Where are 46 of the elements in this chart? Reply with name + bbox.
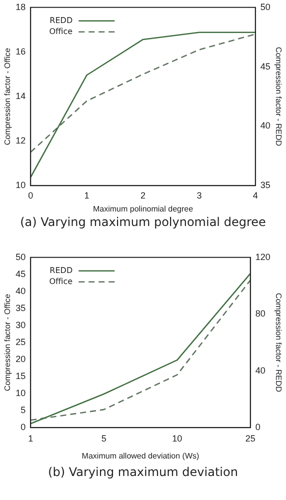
y2-tick-label: 50: [260, 2, 270, 12]
y-tick-label: 15: [16, 371, 26, 382]
x-tick-label: 5: [101, 433, 106, 444]
y-tick-label: 5: [20, 405, 26, 416]
x-tick-label: 0: [28, 190, 34, 200]
y-tick-label: 40: [16, 286, 26, 296]
y-tick-label: 45: [16, 268, 26, 279]
legend-label: REDD: [50, 16, 73, 25]
y2-tick-label: 35: [260, 180, 270, 190]
line-series: [30, 33, 256, 153]
y-tick-label: 0: [20, 422, 26, 432]
x-axis-title: Maximum polinomial degree: [92, 204, 194, 214]
x-tick-label: 1: [84, 190, 90, 200]
x-tick-label: 3: [196, 190, 202, 200]
legend-label: Office: [49, 26, 73, 36]
y-axis-title: Compression factor - Office: [3, 47, 12, 146]
y2-tick-label: 40: [255, 365, 266, 376]
y2-axis-title: Compression factor - REDD: [274, 292, 283, 392]
y-axis-title: Compression factor - Office: [3, 293, 12, 392]
y-tick-label: 30: [16, 320, 26, 330]
x-tick-label: 25: [245, 433, 256, 444]
y-tick-label: 10: [16, 388, 26, 398]
y-tick-label: 14: [16, 90, 26, 101]
y2-tick-label: 40: [260, 120, 270, 131]
y2-tick-label: 45: [260, 61, 270, 72]
x-tick-label: 2: [140, 190, 146, 200]
y-tick-label: 10: [16, 180, 26, 190]
y2-tick-label: 80: [255, 308, 266, 319]
legend-label: REDD: [50, 266, 73, 275]
y-tick-label: 12: [16, 136, 26, 146]
x-tick-label: 1: [28, 433, 34, 444]
legend-label: Office: [49, 276, 73, 286]
y-tick-label: 16: [16, 46, 26, 56]
y-tick-label: 20: [16, 354, 26, 364]
y-tick-label: 25: [16, 336, 26, 347]
x-tick-label: 10: [172, 433, 182, 444]
text: (a) Varying maximum polynomial degree: [19, 215, 267, 229]
text: (b) Varying maximum deviation: [47, 465, 239, 479]
x-tick-label: 4: [252, 190, 258, 200]
y2-tick-label: 120: [255, 252, 270, 262]
y2-tick-label: 0: [255, 422, 260, 432]
y-tick-label: 50: [16, 252, 26, 262]
y-tick-label: 35: [16, 302, 26, 313]
y-tick-label: 18: [16, 2, 26, 12]
x-axis-title: Maximum allowed deviation (Ws): [82, 451, 200, 460]
y2-axis-title: Compression factor - REDD: [274, 46, 283, 146]
